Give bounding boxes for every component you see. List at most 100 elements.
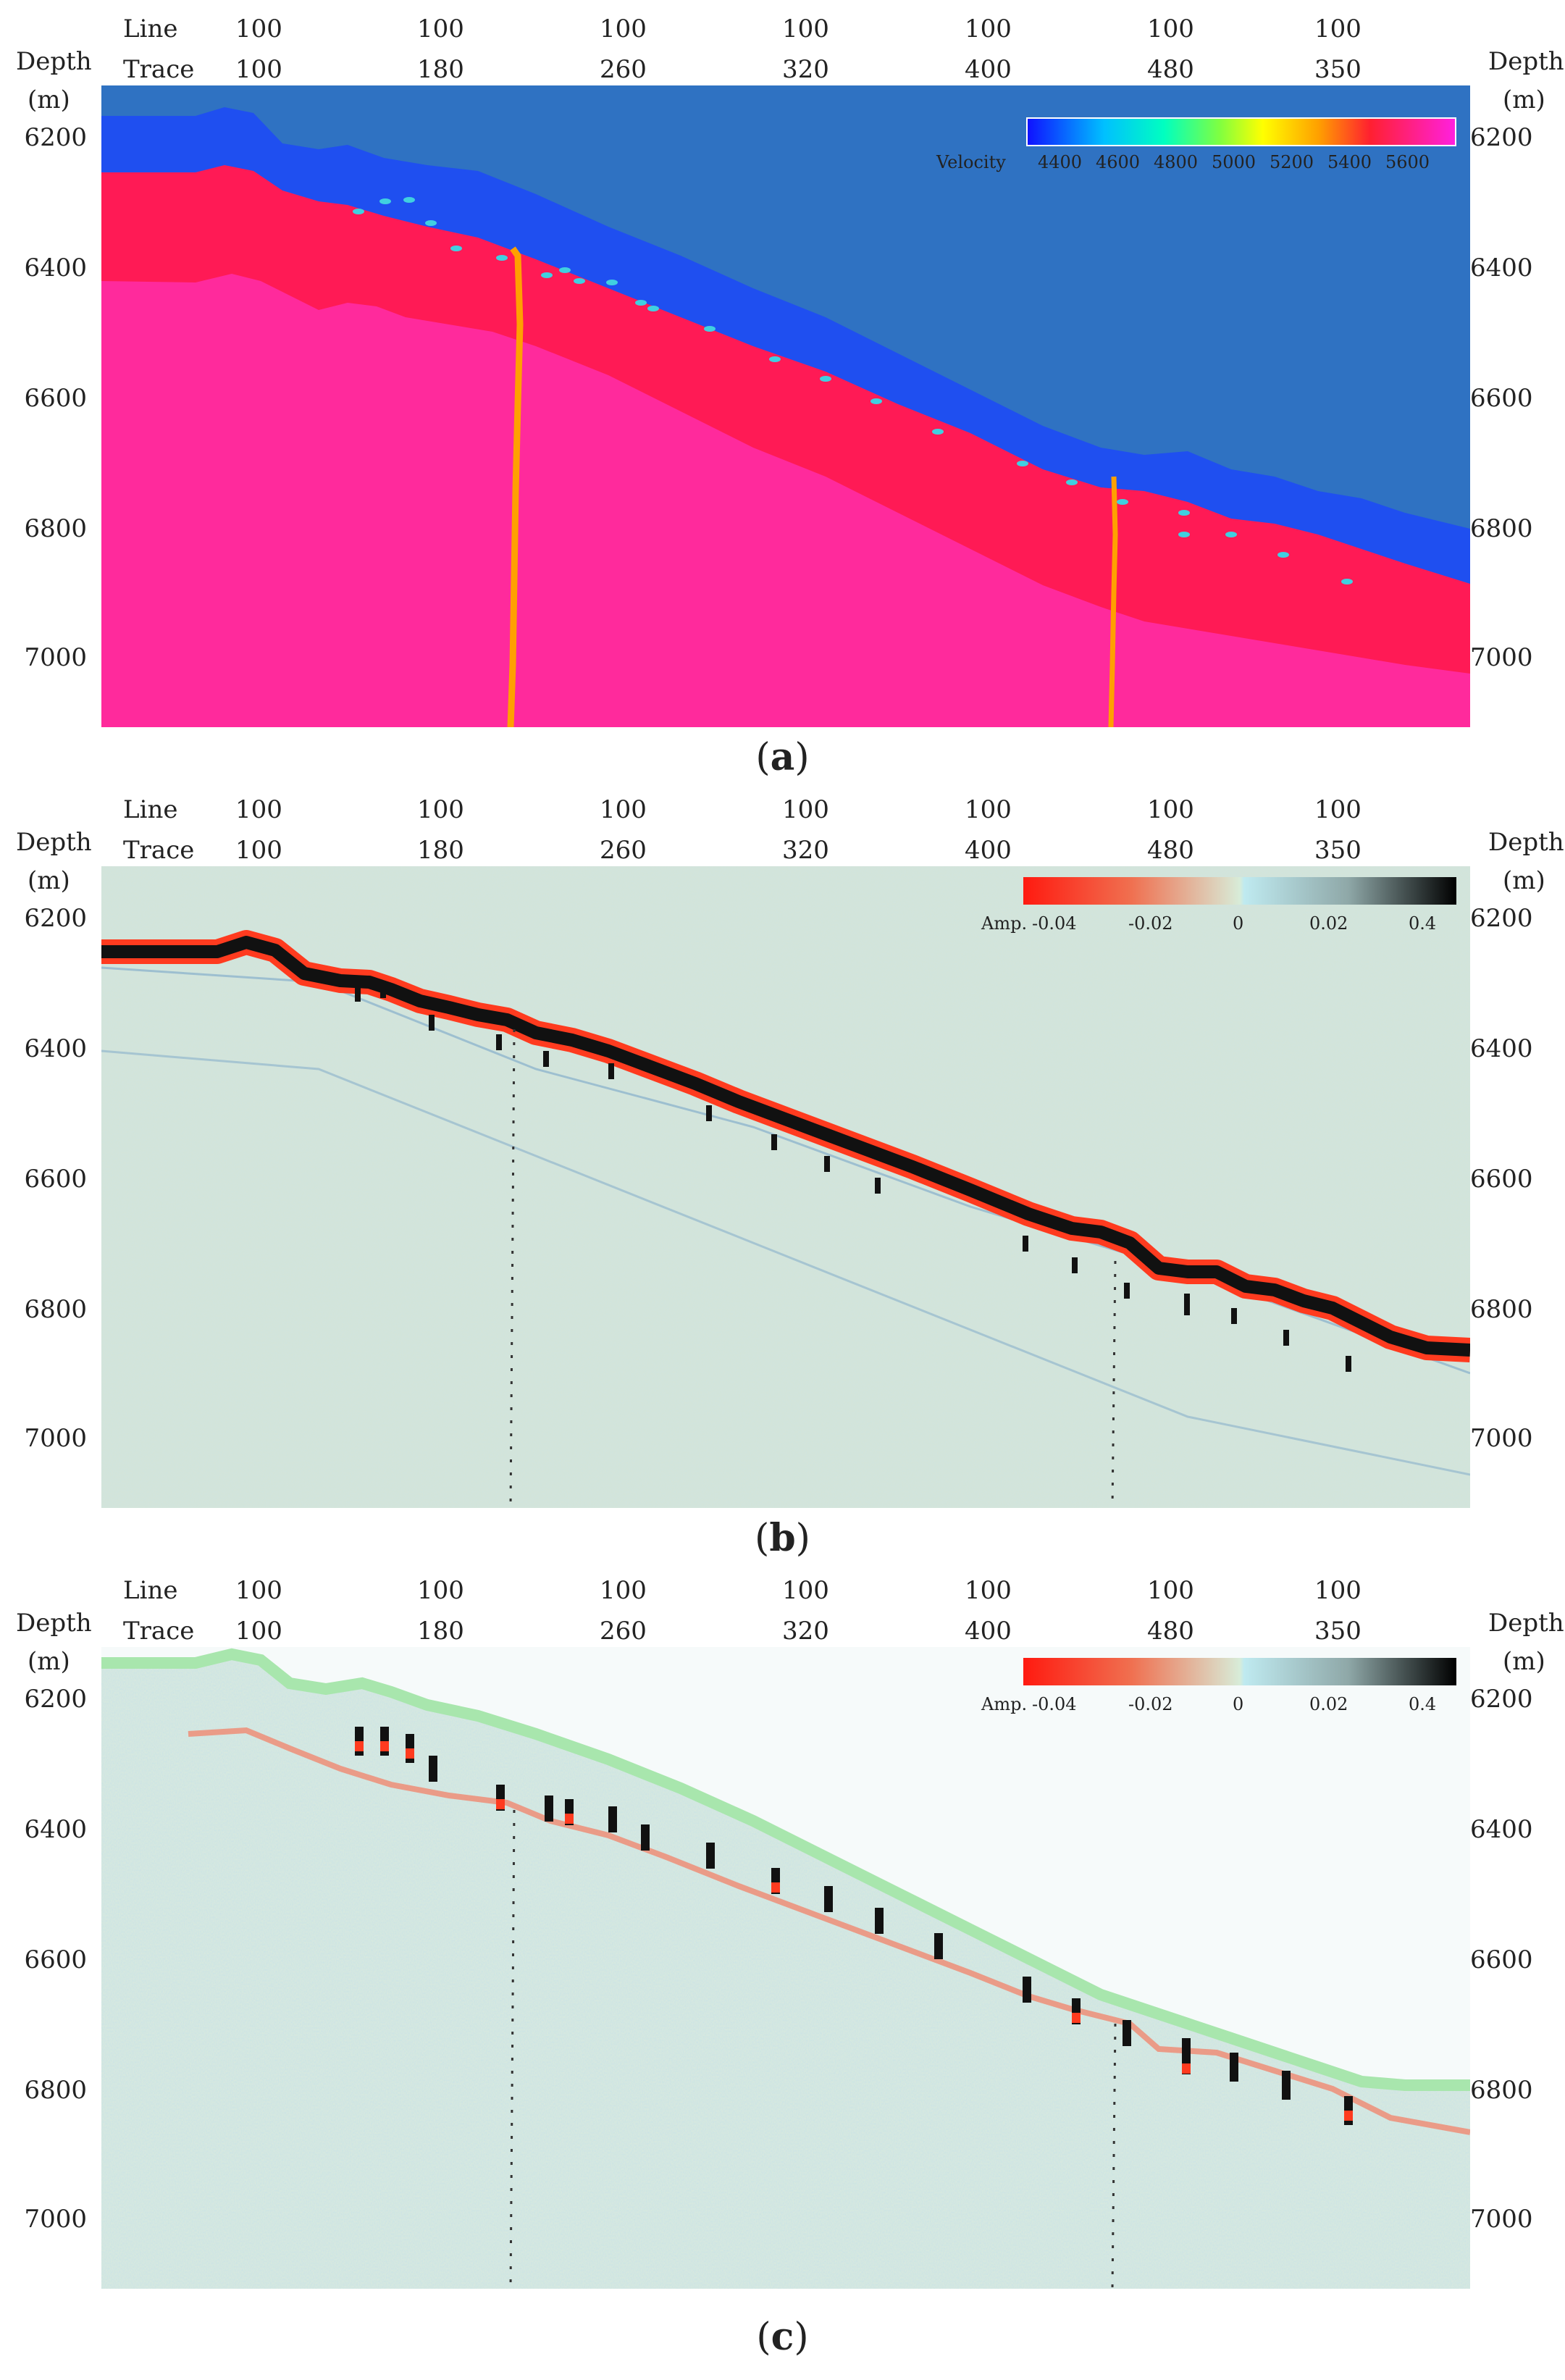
line-value: 100 [235, 795, 282, 824]
scatterer [1341, 579, 1353, 584]
diffraction [1072, 1257, 1078, 1273]
tick-label: 7000 [1470, 2205, 1533, 2234]
colorbar [1023, 1658, 1456, 1685]
tick-label: 7000 [1470, 643, 1533, 672]
line-value: 100 [417, 14, 464, 43]
trace-value: 350 [1314, 55, 1361, 84]
diffraction [934, 1933, 943, 1959]
right-axis-unit: (m) [1503, 85, 1545, 114]
weak-event [101, 1049, 1470, 1476]
scatterer [574, 278, 585, 284]
caption-letter: a [770, 735, 795, 779]
colorbar-tick: 0 [1233, 1694, 1243, 1714]
tick-label: 6200 [24, 123, 87, 152]
trace-value: 260 [600, 1617, 647, 1646]
line-value: 100 [417, 795, 464, 824]
scatterer [559, 267, 571, 273]
colorbar-tick: 0 [1233, 913, 1243, 934]
fault-2 [1108, 476, 1118, 727]
trace-value: 350 [1314, 836, 1361, 865]
tick-label: 6200 [1470, 123, 1533, 152]
trace-value: 180 [417, 55, 464, 84]
diffraction [380, 982, 386, 998]
line-value: 100 [1314, 14, 1361, 43]
line-value: 100 [1147, 14, 1194, 43]
colorbar-tick: -0.04 [1032, 913, 1077, 934]
scatterer [403, 197, 415, 203]
tick-label: 6600 [24, 1945, 87, 1974]
trace-value: 100 [235, 1617, 282, 1646]
colorbar-tick: 0.4 [1409, 1694, 1436, 1714]
tick-label: 6400 [1470, 253, 1533, 282]
trace-value: 320 [782, 836, 829, 865]
caption-letter: c [771, 2315, 794, 2359]
trace-value: 480 [1147, 55, 1194, 84]
colorbar-tick: 0.02 [1309, 1694, 1348, 1714]
line-value: 100 [1147, 795, 1194, 824]
trace-value: 320 [782, 1617, 829, 1646]
caption-c: (c) [756, 2315, 809, 2359]
diffraction-red-marks [355, 1741, 1353, 2121]
colorbar-tick: 4600 [1096, 152, 1140, 172]
scatterer [353, 209, 364, 214]
velocity-model-image: Velocity 4400 4600 4800 5000 5200 5400 5… [101, 85, 1470, 727]
trace-value: 400 [965, 55, 1012, 84]
fault-trace-2 [1111, 2023, 1117, 2289]
scatterer [1117, 499, 1128, 505]
right-axis-title: Depth [1488, 828, 1564, 857]
left-axis-unit: (m) [28, 866, 70, 895]
trace-value: 100 [235, 55, 282, 84]
trace-value: 400 [965, 1617, 1012, 1646]
caption-b: (b) [755, 1516, 810, 1560]
diffraction-red [1072, 2013, 1081, 2023]
diffraction [1023, 1977, 1031, 2003]
line-value: 100 [600, 1576, 647, 1605]
diffraction-red [355, 1741, 364, 1751]
diffraction [1346, 1356, 1351, 1372]
right-axis-unit: (m) [1503, 866, 1545, 895]
line-value: 100 [417, 1576, 464, 1605]
right-axis-unit: (m) [1503, 1647, 1545, 1676]
tick-label: 6400 [24, 1034, 87, 1063]
tick-label: 6600 [1470, 1945, 1533, 1974]
diffraction [1123, 2020, 1131, 2046]
tick-label: 6800 [24, 1295, 87, 1324]
line-value: 100 [600, 14, 647, 43]
scatterer [541, 272, 553, 278]
colorbar-tick: 5600 [1385, 152, 1430, 172]
tick-label: 6800 [1470, 1295, 1533, 1324]
diffraction [706, 1105, 712, 1121]
tick-label: 7000 [24, 643, 87, 672]
tick-label: 6600 [24, 384, 87, 413]
colorbar-tick: -0.02 [1128, 1694, 1173, 1714]
diffraction [1230, 2053, 1238, 2082]
colorbar-label: Amp. [981, 1694, 1027, 1714]
colorbar [1026, 117, 1456, 146]
diffraction-red [771, 1882, 780, 1893]
tick-label: 6400 [24, 1815, 87, 1844]
colorbar-label: Amp. [981, 913, 1027, 934]
colorbar-tick: 0.02 [1309, 913, 1348, 934]
tick-label: 6600 [1470, 1165, 1533, 1194]
trace-value: 350 [1314, 1617, 1361, 1646]
colorbar-tick: -0.04 [1032, 1694, 1077, 1714]
scatterer [1178, 510, 1190, 516]
diffraction-red [406, 1748, 414, 1759]
diffraction-marks [355, 982, 1351, 1372]
scatterer [932, 429, 944, 435]
tick-label: 6600 [24, 1165, 87, 1194]
scatterer [647, 306, 659, 311]
tick-label: 6200 [24, 904, 87, 933]
caption-letter: b [769, 1516, 796, 1560]
scatterer [820, 376, 831, 382]
diffraction [824, 1156, 830, 1172]
tick-label: 6200 [1470, 1685, 1533, 1714]
line-value: 100 [782, 795, 829, 824]
panel-c: Line Trace 100 100 100 100 100 100 100 1… [0, 1562, 1565, 2359]
diffraction-red [1344, 2111, 1353, 2121]
tick-label: 7000 [1470, 1424, 1533, 1453]
diffraction [429, 1756, 437, 1782]
diffraction-red [565, 1814, 574, 1824]
diffraction [1124, 1283, 1130, 1299]
colorbar [1023, 877, 1456, 905]
